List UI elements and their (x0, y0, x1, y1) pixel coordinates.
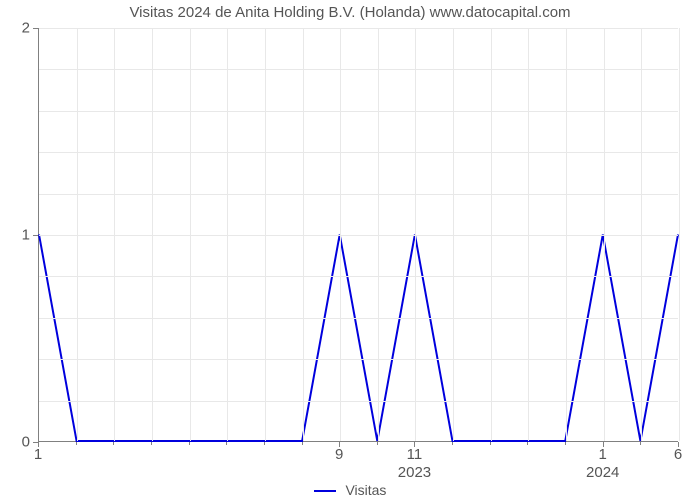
x-tick-minor (565, 442, 566, 445)
y-tick-label: 1 (0, 227, 30, 244)
gridline-horizontal-minor (39, 359, 678, 360)
gridline-horizontal (39, 28, 678, 29)
x-tick-minor (527, 442, 528, 445)
plot-area (38, 28, 678, 442)
x-tick-minor (490, 442, 491, 445)
x-tick-minor (264, 442, 265, 445)
x-tick-label: 6 (674, 446, 682, 463)
x-tick-minor (226, 442, 227, 445)
y-tick-label: 0 (0, 434, 30, 451)
x-tick-mark (603, 442, 604, 447)
x-tick-minor (189, 442, 190, 445)
x-tick-mark (339, 442, 340, 447)
legend-label: Visitas (345, 482, 386, 498)
gridline-horizontal-minor (39, 318, 678, 319)
x-tick-mark (414, 442, 415, 447)
chart-title: Visitas 2024 de Anita Holding B.V. (Hola… (0, 4, 700, 21)
x-tick-minor (377, 442, 378, 445)
gridline-horizontal-minor (39, 69, 678, 70)
gridline-horizontal (39, 235, 678, 236)
gridline-horizontal-minor (39, 194, 678, 195)
x-tick-minor (76, 442, 77, 445)
legend: Visitas (0, 482, 700, 498)
x-tick-minor (452, 442, 453, 445)
gridline-horizontal-minor (39, 111, 678, 112)
y-tick-mark (33, 28, 38, 29)
x-tick-label: 11 (407, 446, 423, 463)
legend-swatch (314, 490, 336, 492)
gridline-horizontal-minor (39, 401, 678, 402)
y-tick-mark (33, 235, 38, 236)
gridline-horizontal-minor (39, 276, 678, 277)
x-tick-mark (678, 442, 679, 447)
x-tick-minor (302, 442, 303, 445)
gridline-vertical (679, 28, 680, 441)
x-tick-minor (151, 442, 152, 445)
x-tick-label: 9 (335, 446, 343, 463)
y-tick-label: 2 (0, 20, 30, 37)
x-tick-minor (113, 442, 114, 445)
x-group-label: 2024 (586, 464, 619, 481)
x-tick-label: 1 (599, 446, 607, 463)
x-tick-minor (640, 442, 641, 445)
chart-container: Visitas 2024 de Anita Holding B.V. (Hola… (0, 0, 700, 500)
x-group-label: 2023 (398, 464, 431, 481)
gridline-horizontal-minor (39, 152, 678, 153)
x-tick-mark (38, 442, 39, 447)
x-tick-label: 1 (34, 446, 42, 463)
